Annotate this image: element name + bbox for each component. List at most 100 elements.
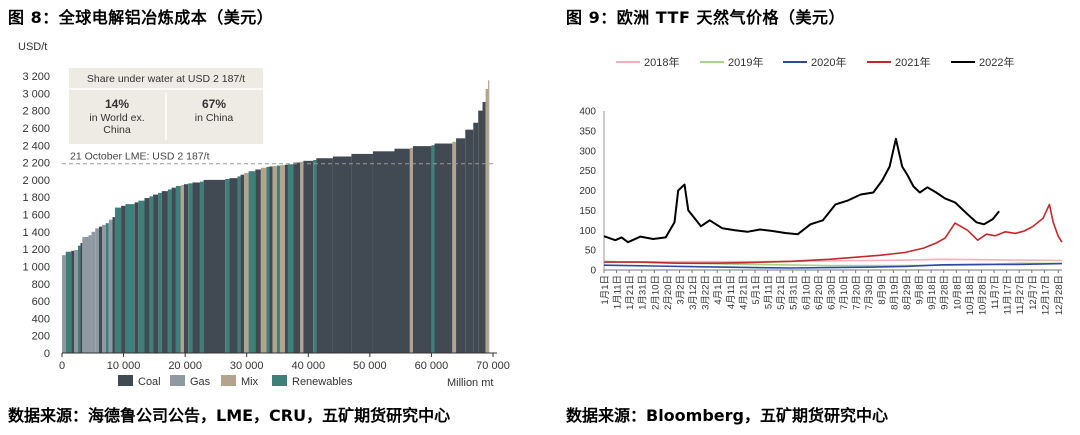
cost-curve-bar [144, 198, 150, 353]
ttf-xtick-label: 5月31日 [789, 275, 800, 310]
cost-curve-bar [108, 219, 113, 353]
cost-curve-bar [431, 145, 435, 353]
cost-curve-bar [351, 153, 373, 353]
left-figure-source: 数据来源：海德鲁公司公告，LME，CRU，五矿期货研究中心 [8, 406, 451, 425]
ttf-series-line [603, 262, 1063, 269]
cost-curve-bar [161, 191, 168, 353]
cost-chart-ytick-label: 400 [32, 313, 50, 325]
cost-curve-bar [153, 194, 159, 353]
ttf-xtick-label: 9月8日 [915, 275, 926, 305]
cost-chart-ytick-label: 1 600 [22, 210, 50, 222]
ttf-series-line [604, 203, 1063, 264]
cost-curve-bar [114, 207, 122, 353]
infobox-world-share: 14% [105, 97, 129, 111]
cost-curve-bar [394, 148, 410, 353]
ttf-xtick-label: 6月20日 [814, 275, 825, 310]
cost-curve-bar [276, 165, 280, 353]
ttf-xtick-label: 1月11日 [613, 275, 624, 309]
ttf-ytick-label: 300 [579, 146, 596, 157]
ttf-xtick-label: 12月7日 [1028, 275, 1039, 310]
ttf-legend-label: 2022年 [979, 55, 1014, 69]
ttf-xtick-label: 12月17日 [1040, 275, 1051, 315]
ttf-xtick-label: 11月27日 [1015, 275, 1026, 314]
ttf-series-line [603, 137, 1000, 244]
ttf-xtick-label: 1月1日 [600, 275, 611, 305]
ttf-ytick-label: 400 [579, 107, 596, 118]
cost-curve-bar [279, 165, 285, 353]
cost-curve-bar [482, 101, 486, 353]
cost-curve-bar [412, 146, 432, 353]
cost-curve-bar [102, 224, 106, 353]
legend-swatch-mix [221, 375, 236, 386]
ttf-xtick-label: 8月9日 [877, 275, 888, 305]
cost-curve-bar [488, 80, 490, 353]
cost-curve-bar [149, 196, 154, 353]
cost-curve-bar [175, 185, 181, 353]
cost-curve-bar [248, 171, 256, 353]
right-figure-title: 图 9：欧洲 TTF 天然气价格（美元） [566, 8, 845, 27]
cost-curve-bar [372, 151, 395, 353]
cost-chart-ytick-label: 2 800 [22, 106, 50, 118]
cost-chart-xtick-label: 20 000 [168, 360, 202, 372]
cost-curve-bar [180, 185, 184, 353]
ttf-xtick-label: 2月10日 [650, 275, 661, 310]
cost-curve-bar [80, 243, 83, 353]
cost-curve-bar [284, 164, 288, 353]
ttf-legend-label: 2020年 [811, 55, 846, 69]
cost-curve-bar [71, 250, 75, 353]
cost-curve-bar [409, 147, 413, 353]
cost-curve-bar [485, 88, 489, 353]
cost-curve-bar [91, 231, 96, 353]
ttf-xtick-label: 8月29日 [902, 275, 913, 310]
infobox-world-label: China [103, 124, 131, 136]
cost-curve-bar [434, 143, 453, 353]
ttf-legend-label: 2018年 [644, 55, 679, 69]
ttf-xtick-label: 12月28日 [1054, 275, 1065, 315]
cost-curve-bar [240, 174, 245, 353]
cost-chart-ytick-label: 200 [32, 331, 50, 343]
legend-swatch-coal [118, 375, 133, 386]
cost-chart-ytick-label: 1 200 [22, 244, 50, 256]
cost-curve-bar [478, 110, 483, 353]
ttf-legend-label: 2021年 [895, 55, 930, 69]
cost-curve-bar [237, 176, 241, 353]
cost-curve-bar [78, 245, 81, 353]
cost-curve-bar [65, 251, 72, 353]
cost-curve-bar [293, 162, 301, 353]
cost-curve-bar [303, 160, 314, 353]
cost-curve-bar [313, 159, 317, 353]
cost-curve-bar [287, 164, 294, 353]
cost-chart-ytick-label: 2 200 [22, 158, 50, 170]
legend-label-coal: Coal [138, 376, 161, 388]
ttf-xtick-label: 3月2日 [675, 275, 686, 305]
ttf-xtick-label: 11月17日 [1003, 275, 1014, 314]
lme-reference-label: 21 October LME: USD 2 187/t [70, 151, 210, 163]
cost-curve-bar [199, 181, 204, 353]
cost-curve-bar [192, 182, 200, 353]
cost-curve-bar [171, 187, 176, 353]
cost-chart-xtick-label: 60 000 [415, 360, 449, 372]
infobox-title: Share under water at USD 2 187/t [87, 73, 245, 85]
cost-curve-bar [255, 169, 261, 353]
cost-curve-bar [98, 226, 103, 353]
cost-chart-ytick-label: 600 [32, 296, 50, 308]
ttf-xtick-label: 8月19日 [889, 275, 900, 310]
ttf-xtick-label: 10月28日 [977, 275, 988, 315]
cost-curve-bar [158, 192, 162, 353]
ttf-xtick-label: 5月11日 [764, 275, 775, 309]
ttf-ytick-label: 50 [585, 246, 597, 257]
cost-curve-bar [167, 189, 172, 353]
cost-curve-bar [456, 138, 466, 353]
cost-curve-bar [269, 166, 273, 353]
ttf-ytick-label: 350 [579, 126, 596, 137]
ttf-xtick-label: 11月7日 [990, 275, 1001, 309]
cost-chart-ytick-label: 2 000 [22, 175, 50, 187]
ttf-xtick-label: 10月8日 [952, 275, 963, 310]
left-figure-title: 图 8：全球电解铝冶炼成本（美元） [8, 8, 274, 27]
cost-chart-ylabel: USD/t [18, 41, 47, 53]
ttf-chart-background [570, 30, 1080, 398]
ttf-xtick-label: 7月30日 [864, 275, 875, 310]
cost-curve-bar [272, 166, 277, 353]
ttf-xtick-label: 6月30日 [826, 275, 837, 310]
cost-curve-bar [452, 141, 457, 353]
